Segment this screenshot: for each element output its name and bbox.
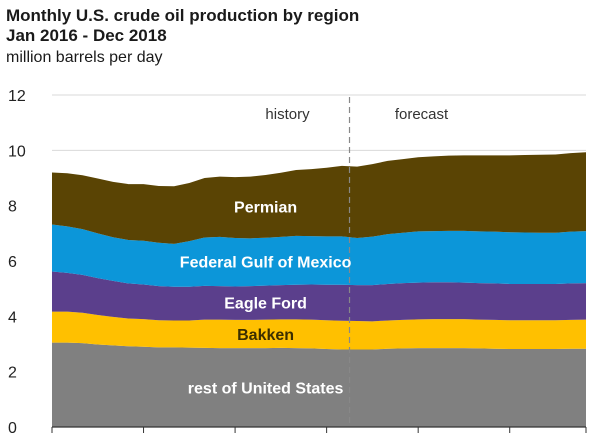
y-tick-label: 8 (8, 199, 17, 216)
area-eagle-ford (52, 271, 586, 322)
history-label: history (265, 106, 310, 123)
area-permian (52, 152, 586, 244)
y-tick-label: 6 (8, 254, 17, 271)
area-rest-of-united-states (52, 342, 586, 427)
axes: 0 2 4 6 8 10 12 (8, 88, 587, 437)
area-federal-gulf-of-mexico (52, 224, 586, 287)
y-tick-label: 0 (8, 420, 17, 437)
label-rest-of-united-states: rest of United States (188, 381, 344, 398)
y-tick-label: 12 (8, 88, 26, 105)
chart-subtitle: Jan 2016 - Dec 2018 (6, 26, 167, 45)
label-bakken: Bakken (237, 327, 294, 344)
forecast-label: forecast (395, 106, 449, 123)
label-federal-gulf-of-mexico: Federal Gulf of Mexico (180, 255, 352, 272)
label-permian: Permian (234, 199, 297, 216)
label-eagle-ford: Eagle Ford (224, 296, 307, 313)
y-tick-label: 2 (8, 365, 17, 382)
series-labels: rest of United States Bakken Eagle Ford Fed… (180, 199, 352, 397)
chart-units: million barrels per day (6, 49, 163, 66)
area-bakken (52, 311, 586, 350)
y-tick-label: 4 (8, 309, 17, 326)
y-tick-label: 10 (8, 143, 26, 160)
chart-title: Monthly U.S. crude oil production by reg… (6, 6, 360, 25)
area-series (52, 152, 586, 427)
